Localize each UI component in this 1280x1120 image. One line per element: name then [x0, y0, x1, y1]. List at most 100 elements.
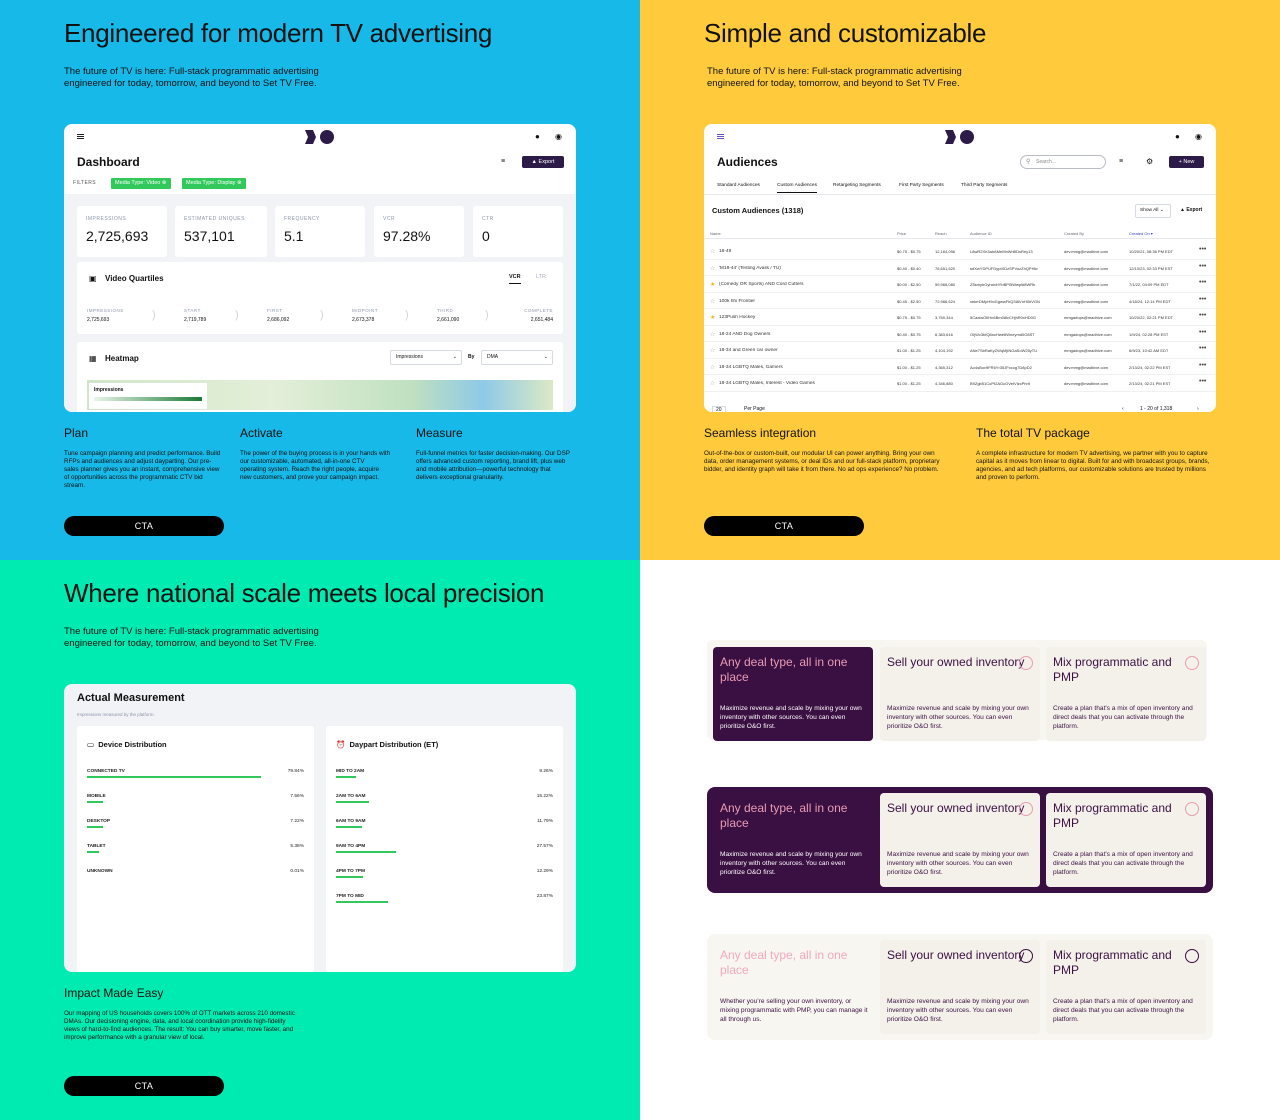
table-row[interactable]: ☆ 18-24 AND Dog Owners $0.40 - $0.75 6,383,… — [704, 326, 1216, 342]
audience-name[interactable]: 'M18-44' (Testing Avails / TU) — [719, 265, 781, 271]
deal-tile-any-deal[interactable]: Any deal type, all in one place Maximize… — [713, 647, 873, 741]
table-row[interactable]: ☆ 18-34 and Green car owner $1.00 - $1.25 4… — [704, 342, 1216, 359]
more-options-icon[interactable]: ••• — [1199, 295, 1207, 303]
column-header[interactable]: Price — [897, 231, 907, 236]
distribution-row: DESKTOP 7.22% — [87, 819, 304, 844]
table-row[interactable]: ☆ 18-34 LGBTQ Males, Interest - Video Gam… — [704, 375, 1216, 392]
radio-icon[interactable] — [1019, 949, 1033, 963]
star-icon[interactable]: ★ — [710, 315, 716, 321]
star-icon[interactable]: ☆ — [710, 348, 716, 354]
audience-name[interactable]: 18-24 AND Dog Owners — [719, 331, 771, 337]
tab-ltr[interactable]: LTR — [536, 274, 546, 280]
account-icon[interactable]: ◉ — [1195, 132, 1202, 141]
device-distribution-card: ▭ Device Distribution CONNECTED TV 79.84%… — [77, 726, 314, 972]
star-icon[interactable]: ☆ — [710, 265, 716, 272]
filter-settings-icon[interactable]: ≡ — [1119, 158, 1124, 165]
audience-name[interactable]: 123Push Hockey — [719, 315, 756, 320]
audience-name[interactable]: 18-34 LGBTQ Males, Gamers — [719, 364, 783, 370]
radio-icon[interactable] — [1019, 802, 1033, 816]
star-icon[interactable]: ☆ — [710, 298, 716, 305]
table-row[interactable]: ☆ 100k hhi Frontier $0.45 - $2.50 72,986,62… — [704, 293, 1216, 309]
tab-vcr[interactable]: VCR — [509, 274, 521, 284]
radio-icon[interactable] — [1185, 802, 1199, 816]
prev-page-icon[interactable]: ‹ — [1122, 406, 1124, 412]
more-options-icon[interactable]: ••• — [1199, 328, 1207, 336]
more-options-icon[interactable]: ••• — [1199, 378, 1207, 385]
table-row[interactable]: ★ (Comedy OR Sports) AND Cord Cutters $0.0… — [704, 276, 1216, 293]
column-header[interactable]: Reach — [935, 231, 947, 236]
chevron-down-icon: ⌄ — [543, 354, 548, 360]
notification-bell-icon[interactable]: ● — [535, 132, 540, 141]
filter-chip-display[interactable]: Media Type: Display ⊗ — [182, 178, 246, 189]
audience-id: L8wR2Xh3ahAMeMnWr8IDsRey13 — [970, 249, 1033, 254]
more-options-icon[interactable]: ••• — [1199, 279, 1207, 286]
feature-title: Seamless integration — [704, 426, 817, 440]
kpi-card: ESTIMATED UNIQUES 537,101 — [175, 206, 267, 257]
column-header-sorted[interactable]: Created On ▾ — [1129, 231, 1153, 236]
audience-name[interactable]: (Comedy OR Sports) AND Cord Cutters — [719, 282, 804, 287]
menu-icon[interactable] — [717, 134, 724, 135]
audience-name[interactable]: 18-34 LGBTQ Males, Interest - Video Game… — [719, 381, 815, 386]
audience-name[interactable]: 18-49 — [719, 249, 732, 254]
dimension-select[interactable]: DMA ⌄ — [481, 350, 553, 365]
more-options-icon[interactable]: ••• — [1199, 361, 1207, 369]
star-icon[interactable]: ☆ — [710, 364, 716, 371]
star-icon[interactable]: ☆ — [710, 249, 716, 255]
deal-tile-any-deal[interactable]: Any deal type, all in one place Maximize… — [713, 793, 873, 887]
more-options-icon[interactable]: ••• — [1199, 262, 1207, 270]
more-options-icon[interactable]: ••• — [1199, 345, 1207, 352]
tab-third-party-segments[interactable]: Third Party Segments — [961, 183, 1008, 188]
gear-icon[interactable]: ⚙ — [1146, 157, 1154, 166]
radio-icon[interactable] — [1019, 656, 1033, 670]
menu-icon[interactable] — [77, 134, 84, 135]
deal-tile-programmatic-pmp[interactable]: Mix programmatic and PMP Create a plan t… — [1046, 647, 1206, 741]
star-icon[interactable]: ☆ — [710, 331, 716, 338]
table-row[interactable]: ☆ 18-34 LGBTQ Males, Gamers $1.00 - $1.25 4… — [704, 359, 1216, 375]
audience-id: OIjWv3bfQ8ncHwe6Wneymd0O8ST — [970, 331, 1035, 337]
deal-tile-any-deal[interactable]: Any deal type, all in one place Whether … — [713, 940, 873, 1034]
filter-settings-icon[interactable]: ≡ — [501, 158, 506, 165]
deal-tile-programmatic-pmp[interactable]: Mix programmatic and PMP Create a plan t… — [1046, 793, 1206, 887]
deal-tile-owned-inventory[interactable]: Sell your owned inventory Maximize reven… — [880, 793, 1040, 887]
more-options-icon[interactable]: ••• — [1199, 312, 1207, 319]
cta-button[interactable]: CTA — [64, 516, 224, 536]
star-icon[interactable]: ★ — [710, 282, 716, 288]
radio-icon[interactable] — [1185, 949, 1199, 963]
audience-name[interactable]: 18-34 and Green car owner — [719, 348, 778, 353]
export-link[interactable]: ▲ Export — [1180, 207, 1203, 213]
star-icon[interactable]: ☆ — [710, 381, 716, 387]
deal-tile-owned-inventory[interactable]: Sell your owned inventory Maximize reven… — [880, 647, 1040, 741]
cta-button[interactable]: CTA — [64, 1076, 224, 1096]
account-icon[interactable]: ◉ — [555, 132, 562, 141]
table-row[interactable]: ★ 123Push Hockey $0.75 - $0.75 3,769,344 5Ca… — [704, 309, 1216, 326]
audience-created-by: dev.mmg@madhive.com — [1064, 249, 1108, 254]
cta-button[interactable]: CTA — [704, 516, 864, 536]
column-header[interactable]: Created By — [1064, 231, 1085, 236]
audience-name[interactable]: 100k hhi Frontier — [719, 298, 755, 304]
tab-custom-audiences[interactable]: Custom Audiences — [777, 183, 817, 193]
daypart-distribution-card: ⏰ Daypart Distribution (ET) MID TO 2AM 9.… — [326, 726, 563, 972]
metric-select[interactable]: Impressions ⌄ — [390, 350, 462, 365]
new-audience-button[interactable]: + New — [1169, 156, 1204, 168]
export-button[interactable]: ▲ Export — [522, 156, 564, 168]
daypart-distribution-title: ⏰ Daypart Distribution (ET) — [336, 740, 439, 749]
tab-retargeting-segments[interactable]: Retargeting Segments — [833, 183, 881, 188]
audience-reach: 76,651,520 — [935, 265, 956, 271]
tab-standard-audiences[interactable]: Standard Audiences — [717, 183, 760, 188]
table-row[interactable]: ☆ 18-49 $0.75 - $0.75 12,164,096 L8wR2Xh3ahA… — [704, 243, 1216, 260]
table-row[interactable]: ☆ 'M18-44' (Testing Avails / TU) $0.40 - $… — [704, 260, 1216, 276]
deal-tile-owned-inventory[interactable]: Sell your owned inventory Maximize reven… — [880, 940, 1040, 1034]
deal-tile-programmatic-pmp[interactable]: Mix programmatic and PMP Create a plan t… — [1046, 940, 1206, 1034]
search-input[interactable]: ⚲ Search... — [1020, 155, 1106, 169]
heatmap-map[interactable]: Impressions — [87, 380, 553, 410]
tab-first-party-segments[interactable]: First Party Segments — [899, 183, 944, 188]
column-header[interactable]: Name — [710, 231, 721, 236]
more-options-icon[interactable]: ••• — [1199, 246, 1207, 253]
show-all-select[interactable]: Show All ⌄ — [1135, 204, 1171, 218]
notification-bell-icon[interactable]: ● — [1175, 132, 1180, 141]
next-page-icon[interactable]: › — [1197, 406, 1199, 412]
per-page-select[interactable]: 20 — [712, 406, 726, 412]
radio-icon[interactable] — [1185, 656, 1199, 670]
column-header[interactable]: Audience ID — [970, 231, 992, 236]
filter-chip-video[interactable]: Media Type: Video ⊗ — [111, 178, 171, 189]
